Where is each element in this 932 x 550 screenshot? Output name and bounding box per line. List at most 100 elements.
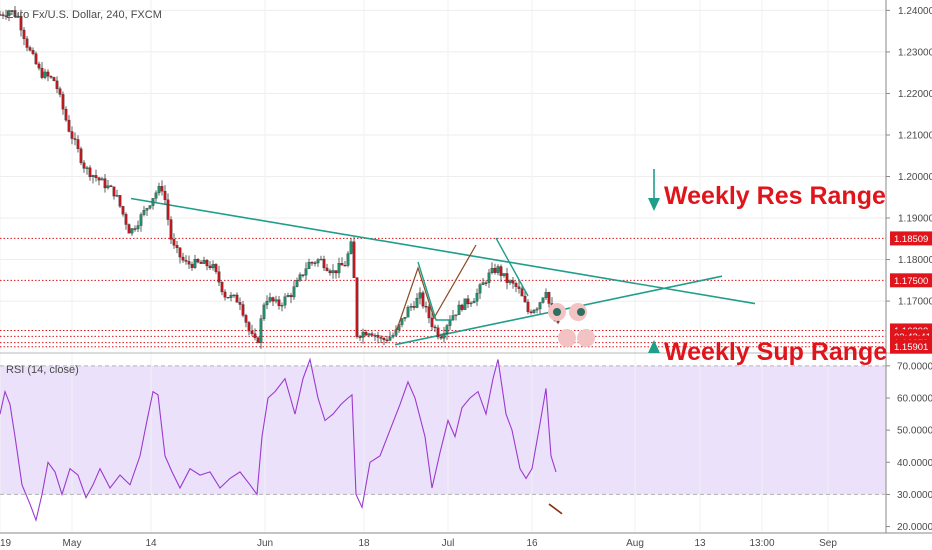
level-lines [0,237,886,348]
candle-down [385,339,389,342]
candle-down [160,186,164,192]
candle-down [277,299,281,307]
candle-up [481,282,485,285]
candle-up [136,225,140,230]
candle-down [184,260,188,262]
candle-up [457,304,461,315]
candle-up [331,270,335,274]
candle-up [469,302,473,305]
candle-down [529,311,533,313]
candle-down [238,302,242,305]
level-tag-label: 1.17500 [894,276,928,287]
candle-up [7,11,11,17]
candle-up [115,195,119,197]
candle-up [463,298,467,310]
candle-down [460,304,464,310]
candle-up [403,316,407,319]
candle-down [310,262,314,264]
weekly-sup-annotation: Weekly Sup Range [648,338,887,366]
weekly-res-label: Weekly Res Range [664,182,886,210]
candle-down [253,333,257,338]
candle-down [40,67,44,78]
candle-down [433,326,437,329]
candle-down [376,335,380,338]
symbol-title: Euro Fx/U.S. Dollar, 240, FXCM [6,9,162,21]
candle-up [391,335,395,338]
candle-down [0,14,2,16]
candle-down [118,195,122,207]
candle-up [319,258,323,261]
candle-down [220,282,224,293]
candle-up [145,208,149,211]
candle-down [178,247,182,258]
candle-up [388,336,392,341]
candle-up [292,286,296,298]
time-tick-label: Jul [442,538,455,549]
rsi-line [0,357,557,522]
time-tick-label: Aug [626,538,644,549]
candle-down [301,274,305,276]
candle-down [412,306,416,308]
candle-down [526,301,530,312]
candle-down [109,185,113,187]
candle-down [379,337,383,339]
price-tick-label: 1.18000 [898,255,932,266]
candle-up [478,284,482,294]
rsi-axis: 70.0000 60.0000 50.0000 40.0000 30.0000 20.00… [886,361,932,533]
candle-down [103,178,107,189]
candle-down [370,333,374,336]
time-axis: 19 May 14 Jun 18 Jul 16 Aug 13 13:00 Sep [0,538,837,549]
candle-down [313,262,317,264]
candle-down [430,317,434,328]
candle-down [343,264,347,267]
candle-down [49,76,53,78]
arrow-up-icon [648,340,660,353]
candle-down [190,264,194,268]
candle-down [166,199,170,220]
candle-up [490,268,494,274]
candle-up [100,178,104,181]
candle-up [274,299,278,302]
time-tick-label: 13 [694,538,706,549]
candle-down [484,282,488,284]
candle-up [496,266,500,273]
candle-up [280,304,284,307]
price-tick-label: 1.24000 [898,6,932,17]
time-tick-label: May [63,538,82,549]
candle-down [322,258,326,269]
candle-down [325,267,329,271]
candle-down [226,296,230,299]
weekly-res-annotation: Weekly Res Range [648,169,886,211]
rsi-tick-label: 30.0000 [897,490,932,501]
candle-down [328,270,332,274]
candle-down [31,50,35,54]
candle-up [454,314,458,316]
candle-up [361,331,365,338]
candle-down [466,298,470,305]
pattern-marker-icon [548,303,595,347]
rsi-tick-label: 50.0000 [897,426,932,437]
candle-down [79,148,83,163]
rsi-tick-label: 60.0000 [897,394,932,405]
rsi-tick-label: 40.0000 [897,458,932,469]
candle-down [556,320,560,323]
candle-down [517,286,521,289]
candle-down [520,288,524,297]
price-tick-label: 1.20000 [898,172,932,183]
candle-down [235,294,239,303]
candle-down [334,270,338,274]
candle-up [148,205,152,209]
candle-up [268,297,272,302]
price-tick-label: 1.17000 [898,297,932,308]
weekly-sup-label: Weekly Sup Range [664,338,887,366]
rsi-tick-label: 70.0000 [897,361,932,372]
candle-down [88,167,92,178]
candle-up [298,274,302,281]
time-tick-label: Jun [257,538,273,549]
candle-up [85,167,89,169]
candle-down [19,15,23,31]
candle-up [307,262,311,269]
candle-down [97,177,101,181]
candle-up [286,295,290,297]
